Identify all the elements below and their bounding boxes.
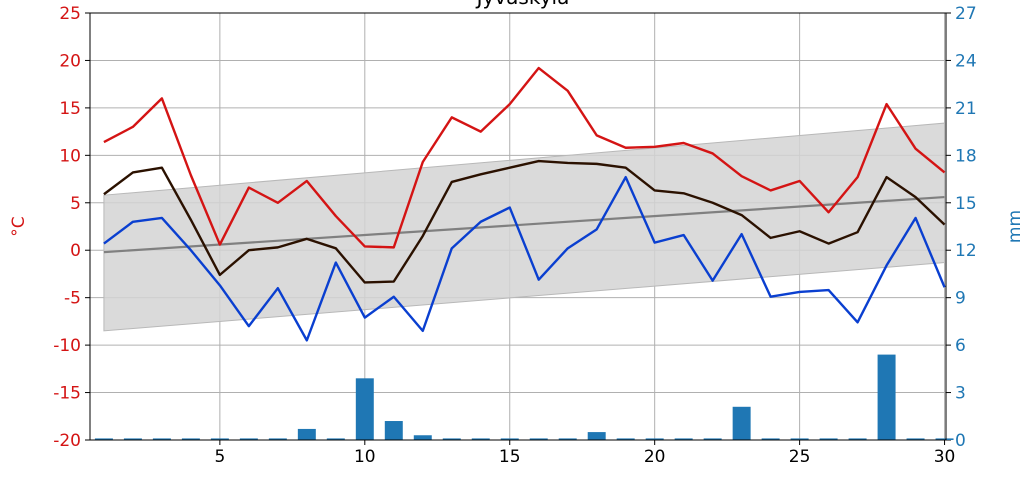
normal-line (103, 195, 945, 254)
y2-tick-label: 0 (955, 431, 966, 451)
y2-tick-label: 21 (955, 99, 977, 119)
bar (500, 438, 519, 440)
y-tick-label: -20 (53, 431, 81, 451)
bar (384, 421, 403, 440)
y-tick-label: 5 (70, 194, 81, 214)
bar (732, 406, 751, 440)
series-line (103, 159, 946, 284)
bar (587, 432, 606, 440)
bar (326, 438, 345, 440)
y-tick-label: -15 (53, 384, 81, 404)
plot-frame (89, 12, 947, 441)
x-tick-label: 25 (789, 447, 811, 467)
series-line (103, 175, 946, 342)
bar (268, 438, 287, 440)
y2-tick-label: 15 (955, 194, 977, 214)
y2-tick-label: 9 (955, 289, 966, 309)
bar (645, 438, 664, 440)
y2-tick-label: 27 (955, 4, 977, 24)
y-axis-label: °C (9, 216, 29, 236)
normal-band (103, 122, 946, 332)
x-tick-label: 20 (644, 447, 666, 467)
bar (616, 438, 635, 440)
bar (819, 438, 838, 440)
bar (674, 438, 693, 440)
x-tick-label: 5 (214, 447, 225, 467)
bar (761, 438, 780, 440)
y-tick-label: -5 (64, 289, 81, 309)
bar (123, 438, 142, 440)
bar (906, 438, 925, 440)
y2-tick-label: 12 (955, 241, 977, 261)
bar (935, 438, 954, 440)
bar (529, 438, 548, 440)
bar (210, 438, 229, 440)
bar (413, 435, 432, 440)
y-tick-label: 0 (70, 241, 81, 261)
x-tick-label: 15 (499, 447, 521, 467)
y2-tick-label: 24 (955, 51, 977, 71)
bar (848, 438, 867, 440)
bar (297, 428, 316, 440)
y2-tick-label: 3 (955, 384, 966, 404)
y2-axis-label: mm (1005, 210, 1025, 243)
bar (94, 438, 113, 440)
x-tick-label: 30 (934, 447, 956, 467)
bar (152, 438, 171, 440)
y-tick-label: -10 (53, 336, 81, 356)
bar (558, 438, 577, 440)
bar (877, 354, 896, 440)
bar (239, 438, 258, 440)
y2-tick-label: 18 (955, 146, 977, 166)
bar (471, 438, 490, 440)
y-tick-label: 20 (59, 51, 81, 71)
x-tick-label: 10 (354, 447, 376, 467)
bar (181, 438, 200, 440)
y-tick-label: 25 (59, 4, 81, 24)
y-tick-label: 10 (59, 146, 81, 166)
bar (442, 438, 461, 440)
chart-title: Jyväskylä (475, 0, 570, 9)
y2-tick-label: 6 (955, 336, 966, 356)
bar (790, 438, 809, 440)
y-tick-label: 15 (59, 99, 81, 119)
bar (703, 438, 722, 440)
series-line (103, 66, 946, 249)
bar (355, 378, 374, 440)
